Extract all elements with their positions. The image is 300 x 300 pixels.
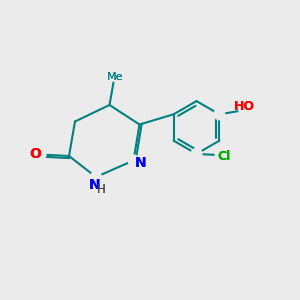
- Text: N: N: [89, 178, 100, 192]
- Text: O: O: [29, 148, 41, 161]
- Text: H: H: [97, 183, 106, 196]
- Text: Cl: Cl: [218, 150, 231, 164]
- Text: Me: Me: [107, 72, 123, 82]
- Text: O: O: [29, 148, 41, 161]
- Circle shape: [191, 148, 202, 159]
- Circle shape: [128, 155, 139, 166]
- Text: Cl: Cl: [218, 150, 231, 164]
- Text: HO: HO: [234, 100, 255, 113]
- Circle shape: [35, 149, 46, 160]
- Circle shape: [91, 172, 101, 182]
- Text: HO: HO: [234, 100, 255, 113]
- Circle shape: [214, 109, 225, 120]
- Text: H: H: [97, 183, 106, 196]
- Text: N: N: [135, 157, 147, 170]
- Text: N: N: [89, 178, 100, 192]
- Text: N: N: [135, 157, 147, 170]
- Text: Me: Me: [107, 72, 123, 82]
